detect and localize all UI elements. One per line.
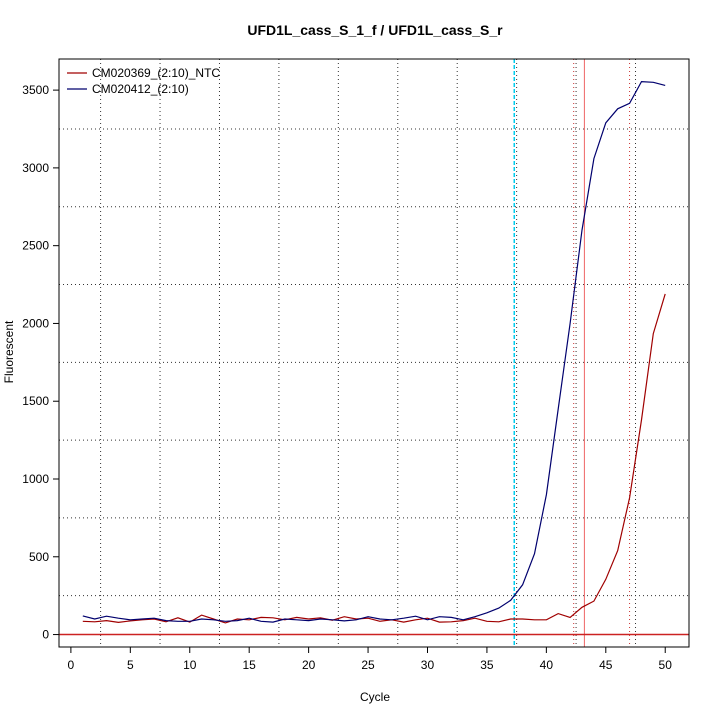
y-tick-label: 0: [42, 628, 49, 642]
x-tick-label: 50: [659, 658, 673, 672]
x-tick-label: 20: [302, 658, 316, 672]
x-tick-label: 35: [480, 658, 494, 672]
legend: CM020369_(2:10)_NTC CM020412_(2:10): [67, 66, 220, 96]
x-tick-label: 0: [68, 658, 75, 672]
y-tick-label: 500: [29, 550, 49, 564]
vertical-markers: [513, 59, 631, 647]
y-tick-label: 1500: [22, 394, 49, 408]
legend-label: CM020412_(2:10): [92, 82, 189, 96]
y-tick-label: 3000: [22, 161, 49, 175]
plot-frame: [58, 58, 690, 648]
x-tick-label: 25: [361, 658, 375, 672]
x-tick-label: 45: [599, 658, 613, 672]
y-axis-label: Fluorescent: [2, 320, 16, 383]
y-tick-label: 1000: [22, 472, 49, 486]
x-tick-label: 40: [540, 658, 554, 672]
x-tick-label: 30: [421, 658, 435, 672]
series-line: [82, 80, 666, 623]
y-tick-label: 2500: [22, 239, 49, 253]
y-tick-label: 3500: [22, 83, 49, 97]
x-axis-label: Cycle: [360, 690, 390, 704]
x-axis-ticks: 0 5 10 15 20 25 30 35 40 45 50: [68, 647, 673, 672]
x-tick-label: 10: [183, 658, 197, 672]
x-tick-label: 5: [127, 658, 134, 672]
legend-label: CM020369_(2:10)_NTC: [92, 66, 220, 80]
y-tick-label: 2000: [22, 316, 49, 330]
y-axis-ticks: 0 500 1000 1500 2000 2500 3000 3500: [22, 83, 59, 642]
chart-title: UFD1L_cass_S_1_f / UFD1L_cass_S_r: [247, 22, 503, 38]
series-line: [82, 293, 666, 624]
x-tick-label: 15: [243, 658, 257, 672]
series-lines: [82, 80, 666, 624]
